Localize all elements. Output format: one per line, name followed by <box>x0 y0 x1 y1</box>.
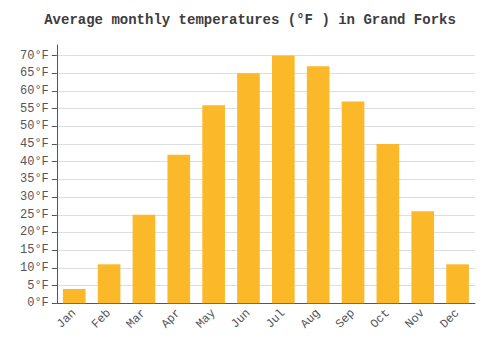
svg-text:May: May <box>193 306 218 331</box>
svg-text:30°F: 30°F <box>20 190 49 204</box>
svg-text:Feb: Feb <box>89 306 114 331</box>
svg-text:25°F: 25°F <box>20 208 49 222</box>
svg-text:35°F: 35°F <box>20 172 49 186</box>
svg-text:45°F: 45°F <box>20 137 49 151</box>
svg-text:Apr: Apr <box>159 306 184 331</box>
svg-text:0°F: 0°F <box>27 296 49 310</box>
svg-text:Jan: Jan <box>54 306 79 331</box>
svg-text:55°F: 55°F <box>20 102 49 116</box>
svg-text:70°F: 70°F <box>20 49 49 63</box>
svg-text:20°F: 20°F <box>20 225 49 239</box>
svg-text:15°F: 15°F <box>20 243 49 257</box>
svg-text:Mar: Mar <box>124 306 149 331</box>
svg-text:40°F: 40°F <box>20 155 49 169</box>
svg-text:60°F: 60°F <box>20 84 49 98</box>
svg-text:50°F: 50°F <box>20 119 49 133</box>
svg-text:Oct: Oct <box>368 306 393 331</box>
svg-text:Dec: Dec <box>437 306 462 331</box>
svg-text:5°F: 5°F <box>27 279 49 293</box>
svg-text:Average monthly temperatures (: Average monthly temperatures (°F ) in Gr… <box>44 12 456 28</box>
svg-text:Aug: Aug <box>298 306 323 331</box>
svg-text:Nov: Nov <box>403 306 428 331</box>
svg-text:10°F: 10°F <box>20 261 49 275</box>
svg-text:Jul: Jul <box>263 306 288 331</box>
svg-text:Jun: Jun <box>228 306 253 331</box>
svg-text:Sep: Sep <box>333 306 358 331</box>
svg-text:65°F: 65°F <box>20 66 49 80</box>
